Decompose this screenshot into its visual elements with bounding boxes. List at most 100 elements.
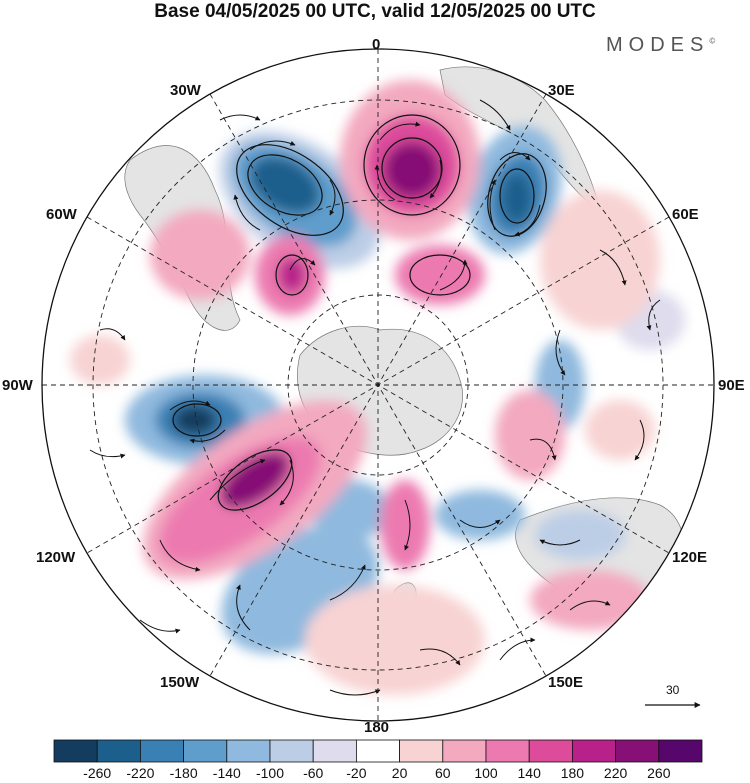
colorbar-swatch	[399, 739, 444, 763]
wind-arrow	[514, 204, 541, 237]
contour-line	[381, 137, 443, 199]
latitude-circle	[192, 199, 564, 571]
wind-arrow	[479, 99, 511, 131]
lon-label-180: 180	[364, 719, 390, 736]
wind-arrow	[646, 299, 661, 331]
wind-arrow	[499, 152, 531, 161]
logo-mark: ©	[709, 36, 716, 46]
wind-arrow	[139, 619, 181, 634]
pos-anomaly-halo-4	[150, 210, 250, 300]
contour-line	[409, 254, 471, 296]
colorbar-swatch	[269, 739, 314, 763]
lon-label-60w: 60W	[46, 206, 77, 223]
lon-label-150w: 150W	[160, 674, 200, 691]
colorbar-swatch	[139, 739, 184, 763]
latitude-circle	[92, 99, 664, 671]
wind-arrow	[374, 164, 396, 201]
wind-arrow	[555, 329, 566, 376]
colorbar-tick-label: -20	[346, 765, 367, 781]
wind-arrow	[634, 419, 645, 461]
colorbar-swatch	[53, 739, 98, 763]
wind-arrow	[539, 539, 581, 546]
map-disc	[42, 49, 714, 721]
wind-arrow	[249, 140, 296, 151]
colorbar-swatch	[658, 739, 703, 763]
wind-arrow	[329, 689, 381, 696]
colorbar-tick-label: -60	[303, 765, 324, 781]
graticule	[42, 49, 714, 721]
wind-arrow	[219, 114, 261, 121]
colorbar-swatch	[442, 739, 487, 763]
pos-anomaly-core-1	[384, 142, 440, 198]
wind-arrow	[99, 328, 126, 341]
contour-line	[499, 168, 535, 224]
colorbar-tick-label: 20	[391, 765, 408, 781]
lon-label-150e: 150E	[548, 674, 584, 691]
wind-arrow	[329, 179, 336, 216]
map-title: Base 04/05/2025 00 UTC, valid 12/05/2025…	[154, 1, 596, 22]
wind-arrow	[236, 584, 251, 631]
contour-line	[217, 449, 293, 511]
logo-text: MODES	[606, 34, 710, 56]
colorbar-swatch	[485, 739, 530, 763]
wind-arrow	[459, 519, 501, 528]
wind-arrow	[499, 637, 536, 661]
neg-anomaly-halo-6	[435, 490, 525, 540]
pos-anomaly-core-3	[278, 257, 306, 293]
colorbar-swatch	[355, 739, 400, 763]
colorbar-swatch	[528, 739, 573, 763]
modes-logo: MODES©	[606, 34, 715, 57]
wind-arrow	[169, 400, 211, 411]
colorbar-tick-label: -100	[255, 765, 285, 781]
colorbar-tick-label: -180	[169, 765, 198, 781]
colorbar-tick-label: -260	[83, 765, 112, 781]
lon-label-60e: 60E	[672, 206, 699, 223]
colorbar-tick-label: -220	[126, 765, 155, 781]
wind-arrow	[599, 249, 627, 286]
colorbar-tick-label: 140	[517, 765, 541, 781]
colorbar-tick-label: 220	[603, 765, 628, 781]
colorbar-tick-label: -140	[212, 765, 241, 781]
neg-anomaly-halo-7	[535, 510, 625, 560]
wind-arrow	[279, 459, 294, 506]
contour-line	[275, 254, 309, 296]
colorbar	[53, 739, 703, 763]
pos-anomaly-halo-12	[70, 335, 130, 385]
contour-line	[487, 153, 547, 237]
contour-layer	[172, 114, 547, 511]
lon-label-120e: 120E	[672, 549, 708, 566]
map-border	[41, 48, 715, 722]
colorbar-tick-label: 100	[474, 765, 498, 781]
wind-arrow	[429, 159, 442, 199]
pos-anomaly-halo-8	[585, 400, 655, 460]
pos-anomaly-mid-5	[395, 245, 485, 305]
colorbar-swatch	[226, 739, 271, 763]
wind-arrow	[404, 499, 411, 551]
colorbar-tick-label: 180	[560, 765, 585, 781]
pos-anomaly-halo-7	[495, 390, 565, 480]
colorbar-swatch	[615, 739, 660, 763]
wind-arrow	[159, 539, 201, 572]
colorbar-swatch	[96, 739, 141, 763]
wind-arrow	[209, 459, 266, 501]
contour-line	[247, 154, 323, 216]
pos-anomaly-mid-9	[380, 480, 430, 570]
colorbar-swatch	[183, 739, 228, 763]
lon-label-120w: 120W	[36, 549, 76, 566]
wind-arrow	[379, 121, 421, 141]
wind-arrow	[289, 258, 316, 271]
neg-anomaly-core-3	[173, 405, 217, 435]
wind-arrow	[439, 259, 468, 291]
lon-label-0: 0	[372, 36, 381, 53]
pos-anomaly-core-2	[220, 451, 290, 509]
contour-line	[236, 144, 344, 236]
lon-label-30w: 30W	[170, 82, 201, 99]
wind-arrow	[489, 179, 496, 231]
colorbar-tick-label: 260	[647, 765, 671, 781]
contour-line	[363, 114, 461, 216]
colorbar-swatch	[572, 739, 617, 763]
lon-label-90e: 90E	[718, 377, 745, 394]
wind-arrow	[529, 438, 557, 461]
neg-anomaly-core-2	[502, 173, 532, 223]
latitude-circle	[287, 294, 469, 476]
